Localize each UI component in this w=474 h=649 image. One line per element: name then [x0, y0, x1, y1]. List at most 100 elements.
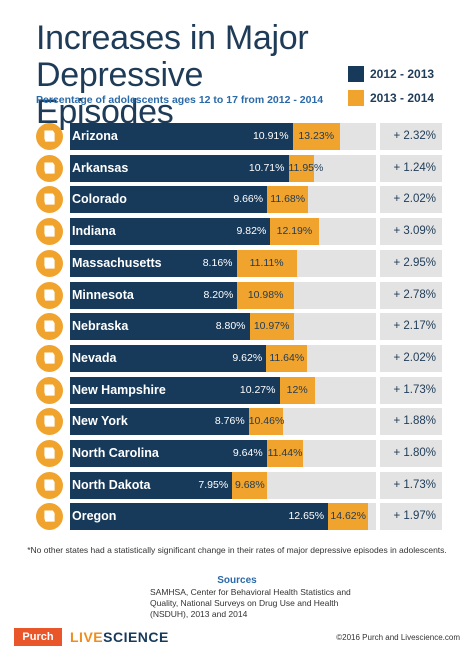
bar-track: Arizona 10.91% 13.23% — [70, 123, 376, 150]
state-label-oregon: Oregon — [72, 509, 117, 524]
state-label-new-hampshire: New Hampshire — [72, 382, 166, 397]
value-2012-2013-massachusetts: 8.16% — [202, 256, 233, 269]
bar-track: North Carolina 9.64% 11.44% — [70, 440, 376, 467]
bar-2013-2014-indiana — [270, 218, 319, 246]
bar-2013-2014-north-dakota — [232, 471, 268, 499]
bar-track: New York 8.76% 10.46% — [70, 408, 376, 436]
bar-track: Massachusetts 8.16% 11.11% — [70, 249, 376, 277]
bar-track: Arkansas 10.71% 11.95% — [70, 154, 376, 182]
bar-2013-2014-north-carolina — [266, 440, 304, 467]
value-2012-2013-arkansas: 10.71% — [248, 161, 285, 174]
state-icon-north-dakota — [36, 471, 63, 499]
change-north-carolina: + 1.80% — [380, 440, 442, 467]
chart-row-massachusetts: Massachusetts 8.16% 11.11% + 2.95% — [36, 249, 442, 277]
legend: 2012 - 2013 2013 - 2014 — [348, 64, 434, 112]
state-label-north-dakota: North Dakota — [72, 477, 151, 492]
chart-subtitle: Percentage of adolescents ages 12 to 17 … — [36, 94, 324, 106]
value-2012-2013-nevada: 9.62% — [232, 351, 263, 364]
bar-2013-2014-minnesota — [237, 281, 294, 309]
value-2013-2014-arkansas: 11.95% — [288, 161, 324, 174]
value-2013-2014-minnesota: 10.98% — [247, 288, 284, 301]
legend-item-2013-2014: 2013 - 2014 — [348, 88, 434, 108]
change-nevada: + 2.02% — [380, 344, 442, 372]
sources-title: Sources — [217, 575, 257, 586]
copyright: ©2016 Purch and Livescience.com — [336, 633, 460, 642]
bar-2012-2013-minnesota — [70, 281, 238, 309]
bar-2012-2013-new-hampshire — [70, 376, 280, 404]
state-icon-new-hampshire — [36, 376, 63, 404]
value-2013-2014-nebraska: 10.97% — [253, 320, 290, 333]
value-2012-2013-north-dakota: 7.95% — [198, 478, 229, 491]
bar-2012-2013-arizona — [70, 123, 293, 150]
value-2013-2014-north-dakota: 9.68% — [234, 478, 265, 491]
state-label-nebraska: Nebraska — [72, 319, 129, 334]
state-icon-minnesota — [36, 281, 63, 309]
state-label-indiana: Indiana — [72, 224, 116, 239]
value-2012-2013-indiana: 9.82% — [236, 225, 267, 238]
bar-track: Indiana 9.82% 12.19% — [70, 218, 376, 246]
brand-science: SCIENCE — [103, 629, 169, 645]
value-2012-2013-new-hampshire: 10.27% — [239, 383, 276, 396]
value-2012-2013-oregon: 12.65% — [288, 510, 325, 523]
value-2013-2014-oregon: 14.62% — [330, 510, 366, 523]
value-2013-2014-indiana: 12.19% — [276, 225, 313, 238]
bar-2012-2013-indiana — [70, 218, 271, 246]
bar-track: Nevada 9.62% 11.64% — [70, 344, 376, 372]
state-icon-indiana — [36, 218, 63, 246]
state-icon-arkansas — [36, 154, 63, 182]
value-2012-2013-arizona: 10.91% — [252, 130, 289, 142]
value-2012-2013-colorado: 9.66% — [233, 193, 264, 206]
state-label-north-carolina: North Carolina — [72, 446, 159, 460]
change-indiana: + 3.09% — [380, 218, 442, 246]
footer: Purch LIVESCIENCE ©2016 Purch and Livesc… — [0, 625, 474, 649]
value-2012-2013-nebraska: 8.80% — [215, 320, 246, 333]
change-nebraska: + 2.17% — [380, 313, 442, 341]
chart-row-new-york: New York 8.76% 10.46% + 1.88% — [36, 408, 442, 436]
state-icon-oregon — [36, 503, 63, 531]
footnote: *No other states had a statistically sig… — [27, 545, 447, 555]
legend-swatch-2013-2014 — [348, 90, 364, 106]
bar-2012-2013-colorado — [70, 186, 268, 214]
change-oregon: + 1.97% — [380, 503, 442, 531]
state-label-colorado: Colorado — [72, 192, 127, 207]
bar-2013-2014-new-york — [248, 408, 284, 436]
bar-2012-2013-nevada — [70, 344, 267, 372]
chart-row-north-carolina: North Carolina 9.64% 11.44% + 1.80% — [36, 440, 442, 467]
bar-2013-2014-colorado — [267, 186, 309, 214]
state-label-nevada: Nevada — [72, 350, 117, 365]
chart-row-north-dakota: North Dakota 7.95% 9.68% + 1.73% — [36, 471, 442, 499]
state-label-new-york: New York — [72, 414, 128, 429]
chart-row-new-hampshire: New Hampshire 10.27% 12% + 1.73% — [36, 376, 442, 404]
bar-2013-2014-oregon — [328, 503, 369, 531]
chart-row-colorado: Colorado 9.66% 11.68% + 2.02% — [36, 186, 442, 214]
value-2013-2014-new-york: 10.46% — [248, 415, 285, 428]
value-2013-2014-massachusetts: 11.11% — [249, 256, 284, 269]
change-north-dakota: + 1.73% — [380, 471, 442, 499]
bar-2012-2013-nebraska — [70, 313, 250, 341]
chart-title: Increases in Major Depressive Episodes — [36, 19, 309, 131]
value-2013-2014-new-hampshire: 12% — [286, 383, 308, 396]
state-label-minnesota: Minnesota — [72, 287, 134, 302]
value-2013-2014-colorado: 11.68% — [270, 193, 306, 206]
chart-row-arizona: Arizona 10.91% 13.23% + 2.32% — [36, 123, 442, 150]
bar-2012-2013-new-york — [70, 408, 249, 436]
state-icon-massachusetts — [36, 249, 63, 277]
bar-track: Oregon 12.65% 14.62% — [70, 503, 376, 531]
bar-2012-2013-oregon — [70, 503, 329, 531]
bar-track: Colorado 9.66% 11.68% — [70, 186, 376, 214]
bar-chart: Arizona 10.91% 13.23% + 2.32% Arkansas 10.71%… — [36, 123, 442, 543]
sources-text: SAMHSA, Center for Behavioral Health Sta… — [150, 587, 351, 619]
legend-label-2013-2014: 2013 - 2014 — [370, 91, 435, 105]
bar-2013-2014-massachusetts — [236, 249, 297, 277]
state-icon-arizona — [36, 123, 63, 150]
chart-row-nevada: Nevada 9.62% 11.64% + 2.02% — [36, 344, 442, 372]
chart-row-nebraska: Nebraska 8.80% 10.97% + 2.17% — [36, 313, 442, 341]
state-label-arkansas: Arkansas — [72, 160, 129, 175]
chart-row-oregon: Oregon 12.65% 14.62% + 1.97% — [36, 503, 442, 531]
bar-track: New Hampshire 10.27% 12% — [70, 376, 376, 404]
bar-track: Minnesota 8.20% 10.98% — [70, 281, 376, 309]
bar-2013-2014-new-hampshire — [279, 376, 315, 404]
value-2013-2014-nevada: 11.64% — [269, 351, 305, 364]
chart-row-arkansas: Arkansas 10.71% 11.95% + 1.24% — [36, 154, 442, 182]
purch-logo: Purch — [14, 628, 62, 646]
